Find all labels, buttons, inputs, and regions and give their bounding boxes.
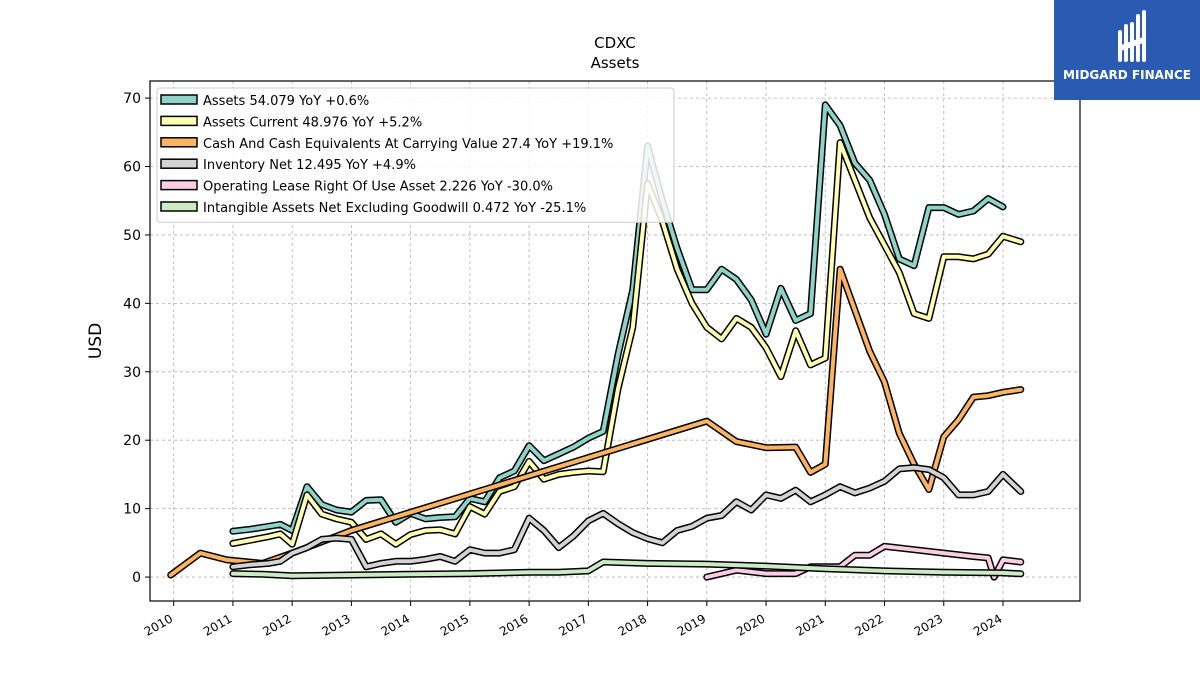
y-axis-label: USD (86, 323, 106, 359)
series-line-stroke (230, 465, 1023, 569)
x-tick-label: 2024 (971, 611, 1004, 638)
legend-swatch (160, 158, 198, 169)
legend-swatch (160, 94, 198, 105)
chart-subtitle: Assets (591, 54, 640, 72)
legend-label: Cash And Cash Equivalents At Carrying Va… (203, 137, 613, 152)
x-tick-label: 2013 (319, 611, 352, 638)
legend-label: Inventory Net 12.495 YoY +4.9% (203, 158, 416, 173)
legend-label: Operating Lease Right Of Use Asset 2.226… (203, 180, 553, 195)
legend-swatch (160, 201, 198, 212)
series-line-stroke (230, 560, 1023, 578)
legend-label: Assets Current 48.976 YoY +5.2% (203, 115, 422, 130)
legend-swatch (160, 137, 198, 148)
brand-name: MIDGARD FINANCE (1063, 68, 1191, 82)
plot-frame (149, 80, 1081, 602)
legend-label: Assets 54.079 YoY +0.6% (203, 94, 369, 109)
x-tick-label: 2020 (734, 611, 767, 638)
y-tick-label: 30 (123, 365, 141, 381)
x-axis: 2010 2011 2012 2013 2014 2015 2016 2017 2018 2019… (142, 601, 1004, 639)
brand-logo: MIDGARD FINANCE (1054, 0, 1200, 100)
chart-title: CDXC (594, 34, 636, 52)
y-tick-label: 0 (132, 570, 141, 586)
series-group (167, 101, 1025, 581)
x-tick-label: 2019 (675, 611, 708, 638)
y-tick-label: 60 (123, 160, 141, 176)
legend-box (156, 87, 675, 223)
legend-swatch (160, 115, 198, 127)
x-tick-label: 2015 (438, 611, 471, 638)
y-tick-label: 70 (123, 91, 141, 107)
x-tick-label: 2012 (260, 611, 293, 638)
y-tick-label: 10 (123, 502, 141, 518)
series-line (703, 542, 1025, 581)
x-tick-label: 2014 (379, 611, 412, 638)
y-tick-label: 40 (123, 296, 141, 312)
series-line (229, 101, 1007, 535)
y-axis: 0 10 20 30 40 50 60 70 (123, 91, 150, 586)
x-tick-label: 2018 (616, 611, 649, 638)
legend-label: Intangible Assets Net Excluding Goodwill… (203, 201, 586, 216)
series-line-stroke (230, 140, 1023, 547)
x-tick-label: 2017 (556, 611, 589, 638)
x-tick-label: 2022 (853, 611, 886, 638)
series-line (229, 558, 1025, 580)
y-tick-label: 50 (123, 228, 141, 244)
series-line-stroke (230, 102, 1005, 534)
x-tick-label: 2010 (142, 611, 175, 638)
series-line (229, 139, 1025, 548)
x-tick-label: 2016 (497, 611, 530, 638)
legend-swatch (160, 179, 198, 191)
y-tick-label: 20 (123, 433, 141, 449)
x-tick-label: 2021 (793, 611, 826, 638)
series-line (229, 464, 1025, 571)
legend: Assets 54.079 YoY +0.6% Assets Current 48… (156, 87, 675, 223)
x-tick-label: 2011 (201, 611, 234, 638)
x-tick-label: 2023 (912, 611, 945, 638)
series-line-stroke (704, 544, 1023, 580)
midgard-logo-icon (1118, 10, 1146, 62)
